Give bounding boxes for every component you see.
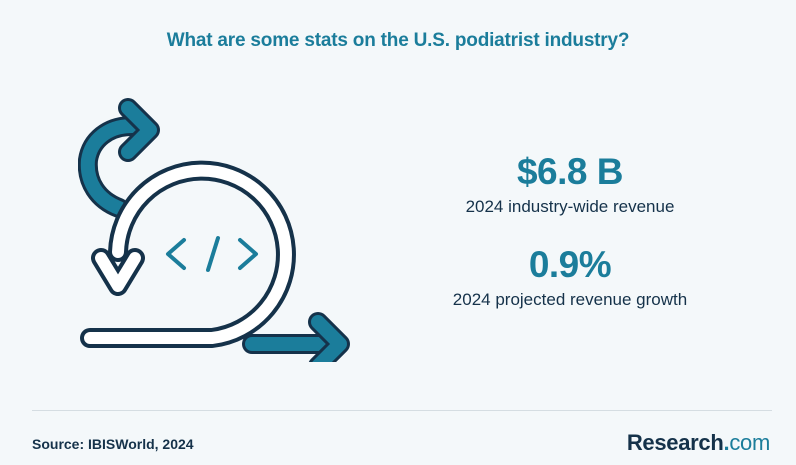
stat-value: $6.8 B [516, 151, 624, 192]
cycle-arrow-icon [80, 160, 296, 348]
logo-tld: com [729, 430, 770, 455]
logo-dot: . [723, 430, 730, 455]
logo-main-text: Research [626, 430, 724, 455]
stats-panel: $6.8 B 2024 industry-wide revenue 0.9% 2… [420, 150, 720, 311]
agile-code-cycle-icon [78, 98, 350, 362]
stat-label: 2024 projected revenue growth [452, 290, 688, 309]
page-title: What are some stats on the U.S. podiatri… [166, 30, 630, 51]
stat-label: 2024 industry-wide revenue [465, 197, 675, 216]
brand-logo: Research.com [627, 430, 770, 456]
source-note: Source: IBISWorld, 2024 [32, 436, 194, 452]
teal-loop-arrow-icon [78, 98, 160, 218]
stat-revenue: $6.8 B 2024 industry-wide revenue [420, 150, 720, 218]
teal-exit-arrow-icon [242, 312, 350, 362]
stat-growth: 0.9% 2024 projected revenue growth [420, 243, 720, 311]
code-brackets-icon [166, 236, 258, 272]
stat-value: 0.9% [528, 244, 612, 285]
footer-divider [32, 410, 772, 411]
